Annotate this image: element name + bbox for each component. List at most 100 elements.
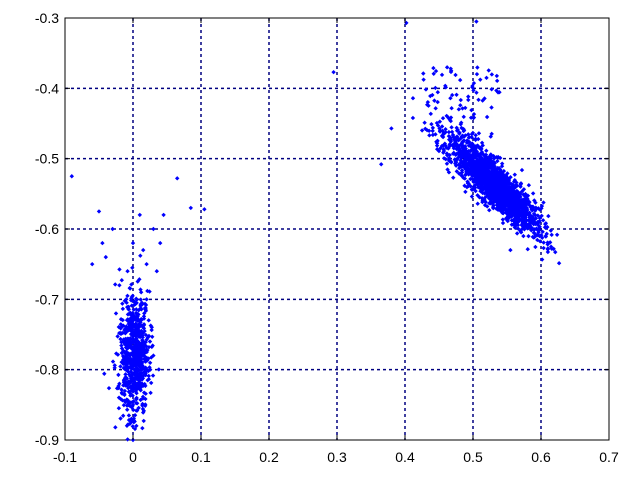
scatter-point — [188, 205, 193, 211]
scatter-point — [474, 19, 479, 24]
scatter-point — [123, 383, 128, 388]
scatter-point — [151, 226, 156, 232]
scatter-point — [536, 223, 541, 228]
scatter-point — [133, 296, 139, 301]
scatter-point — [531, 222, 536, 227]
scatter-point — [511, 222, 516, 227]
x-tick-label: 0.6 — [531, 449, 551, 465]
scatter-point — [545, 240, 550, 245]
scatter-point — [118, 322, 124, 327]
scatter-point — [456, 107, 462, 112]
scatter-point — [128, 379, 134, 384]
scatter-point — [458, 160, 464, 165]
scatter-point — [442, 141, 448, 146]
scatter-point — [474, 149, 480, 154]
scatter-point — [461, 134, 467, 139]
scatter-point — [519, 204, 525, 209]
scatter-point — [148, 380, 154, 386]
x-tick-label: 0.3 — [327, 449, 347, 465]
scatter-point — [136, 329, 141, 335]
scatter-point — [486, 179, 491, 184]
scatter-point — [150, 343, 155, 348]
scatter-point — [436, 148, 442, 154]
scatter-point — [448, 68, 454, 73]
scatter-point — [545, 247, 551, 252]
scatter-point — [512, 172, 518, 177]
scatter-point — [120, 301, 125, 306]
scatter-point — [541, 200, 546, 205]
scatter-point — [483, 173, 488, 179]
scatter-point — [138, 323, 144, 328]
scatter-point — [518, 213, 524, 218]
scatter-point — [545, 249, 551, 255]
scatter-point — [161, 212, 166, 218]
scatter-point — [439, 143, 445, 149]
scatter-point — [506, 206, 511, 212]
scatter-point — [514, 231, 520, 236]
scatter-point — [141, 247, 146, 253]
scatter-point — [520, 201, 526, 206]
scatter-point — [474, 71, 480, 77]
scatter-point — [482, 154, 488, 159]
x-tick-label: 0.7 — [599, 449, 619, 465]
scatter-point — [130, 240, 136, 246]
scatter-point — [486, 183, 491, 189]
scatter-point — [516, 195, 522, 201]
scatter-point — [498, 199, 504, 204]
scatter-point — [125, 269, 130, 274]
data-points — [69, 19, 562, 443]
scatter-point — [453, 161, 458, 166]
scatter-point — [467, 139, 472, 145]
scatter-point — [536, 220, 542, 225]
scatter-point — [115, 334, 120, 339]
scatter-point — [135, 279, 140, 284]
scatter-point — [134, 395, 139, 401]
scatter-point — [150, 334, 155, 340]
scatter-point — [484, 75, 489, 81]
scatter-point — [489, 87, 494, 92]
scatter-point — [478, 178, 483, 183]
scatter-point — [142, 311, 147, 316]
scatter-point — [120, 306, 126, 312]
scatter-point — [112, 365, 117, 371]
scatter-point — [476, 97, 481, 102]
scatter-point — [463, 172, 468, 178]
scatter-point — [433, 85, 438, 91]
scatter-point — [133, 301, 138, 307]
scatter-point — [500, 210, 505, 216]
scatter-point — [141, 316, 147, 321]
scatter-point — [141, 418, 146, 424]
scatter-point — [502, 190, 508, 196]
scatter-point — [521, 214, 526, 219]
scatter-point — [138, 334, 143, 339]
scatter-point — [480, 158, 485, 164]
scatter-point — [120, 413, 126, 418]
scatter-point — [123, 372, 128, 377]
scatter-point — [126, 339, 131, 344]
scatter-point — [444, 113, 449, 119]
scatter-point — [144, 347, 149, 352]
scatter-point — [471, 80, 477, 86]
scatter-point — [175, 176, 180, 181]
scatter-point — [448, 118, 453, 124]
y-tick-label: -0.5 — [35, 151, 59, 167]
scatter-point — [518, 182, 523, 187]
scatter-point — [127, 344, 133, 350]
scatter-point — [134, 311, 139, 316]
scatter-point — [468, 115, 474, 120]
scatter-point — [135, 324, 141, 330]
scatter-point — [137, 306, 143, 311]
scatter-point — [539, 206, 544, 211]
scatter-point — [513, 220, 518, 226]
scatter-point — [118, 326, 123, 331]
scatter-point — [476, 131, 482, 136]
scatter-point — [505, 186, 511, 192]
scatter-point — [490, 200, 496, 206]
scatter-point — [470, 158, 476, 163]
scatter-point — [489, 105, 494, 110]
scatter-point — [127, 403, 133, 408]
scatter-point — [527, 213, 532, 218]
scatter-point — [477, 154, 483, 159]
scatter-point — [127, 421, 133, 427]
scatter-point — [147, 339, 153, 344]
